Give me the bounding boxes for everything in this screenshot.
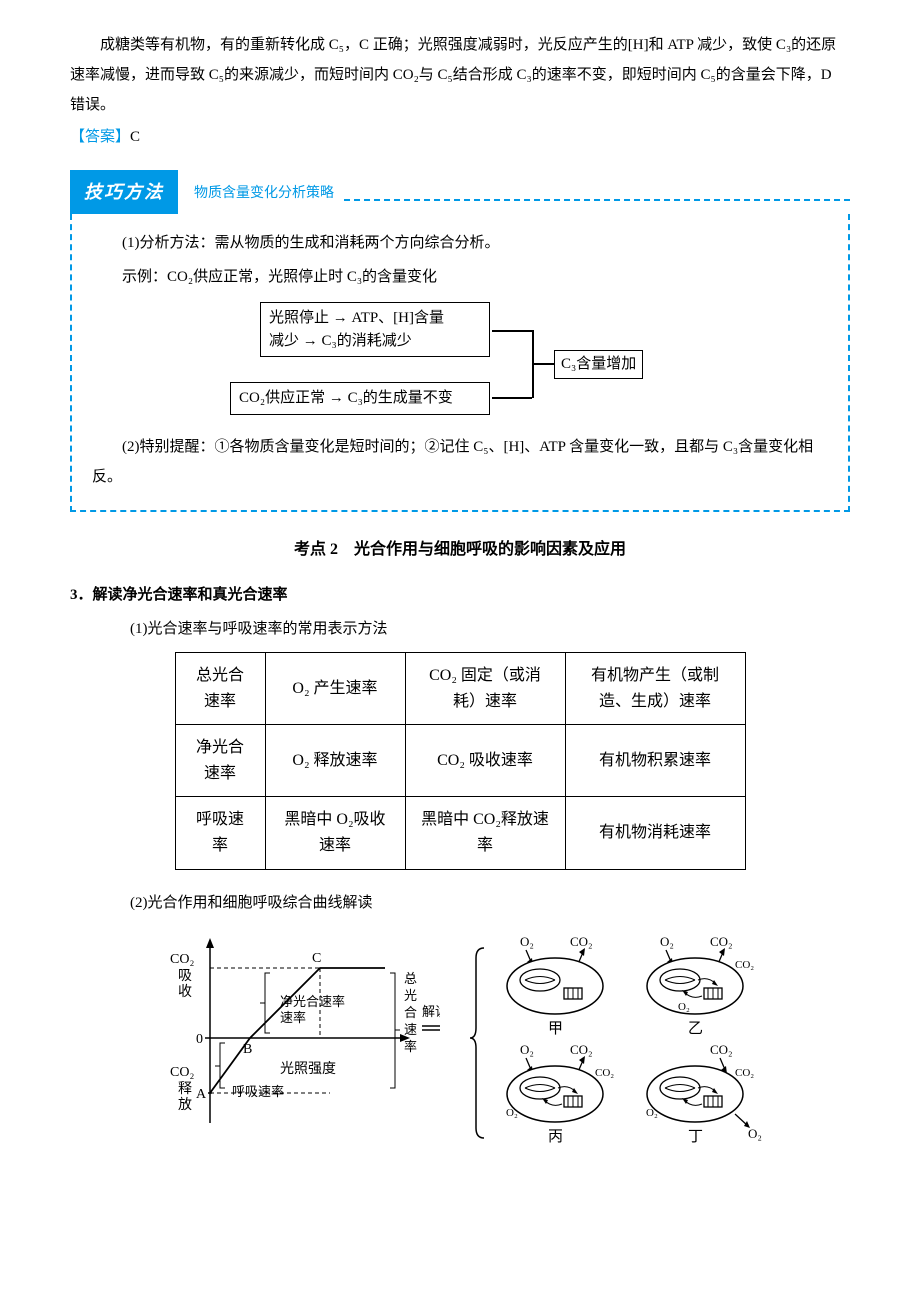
svg-text:率: 率: [404, 1039, 417, 1054]
method-p3: (2)特别提醒：①各物质含量变化是短时间的；②记住 C₅、[H]、ATP 含量变…: [92, 432, 828, 492]
svg-text:CO₂: CO₂: [710, 934, 733, 949]
method-p1: (1)分析方法：需从物质的生成和消耗两个方向综合分析。: [92, 228, 828, 258]
table-cell: O₂ 释放速率: [265, 725, 405, 797]
svg-text:净光合速率: 净光合速率: [280, 994, 345, 1009]
table-cell: 有机物消耗速率: [565, 797, 745, 869]
answer-label: 【答案】: [70, 129, 130, 145]
svg-text:光: 光: [404, 988, 417, 1003]
diagram-box-2: CO₂供应正常 → C₃的生成量不变: [230, 382, 490, 415]
svg-text:总: 总: [404, 971, 417, 986]
svg-text:解读: 解读: [422, 1004, 440, 1019]
y-label-top: CO₂: [170, 952, 194, 967]
svg-text:CO₂: CO₂: [710, 1042, 733, 1057]
method-tag: 技巧方法: [70, 170, 178, 214]
svg-text:O₂: O₂: [660, 934, 674, 949]
svg-text:O₂: O₂: [520, 1042, 534, 1057]
method-p2: 示例：CO₂供应正常，光照停止时 C₃的含量变化: [92, 262, 828, 292]
chart-area: CO₂ 吸 收 CO₂ 释 放 0 A B C 净光合速率 速率 光照强度 呼吸…: [70, 928, 850, 1148]
table-cell: 有机物积累速率: [565, 725, 745, 797]
cell-diagrams: O₂ CO₂ 甲 O₂ CO₂: [470, 928, 770, 1148]
table-cell: O₂ 产生速率: [265, 653, 405, 725]
svg-text:光照强度: 光照强度: [280, 1061, 336, 1077]
table-cell: CO₂ 吸收速率: [405, 725, 565, 797]
table-cell: CO₂ 固定（或消耗）速率: [405, 653, 565, 725]
svg-text:O₂: O₂: [520, 934, 534, 949]
svg-text:放: 放: [178, 1097, 192, 1113]
heading-3: 3．解读净光合速率和真光合速率: [70, 580, 850, 610]
answer-line: 【答案】C: [70, 122, 850, 152]
table-cell: 净光合速率: [175, 725, 265, 797]
intro-paragraph: 成糖类等有机物，有的重新转化成 C₅，C 正确；光照强度减弱时，光反应产生的[H…: [70, 30, 850, 120]
svg-text:吸: 吸: [178, 969, 192, 984]
table-cell: 有机物产生（或制造、生成）速率: [565, 653, 745, 725]
svg-text:O₂: O₂: [646, 1107, 658, 1119]
svg-text:O₂: O₂: [506, 1107, 518, 1119]
table-row: 呼吸速率黑暗中 O₂吸收速率黑暗中 CO₂释放速率有机物消耗速率: [175, 797, 745, 869]
sub-1: (1)光合速率与呼吸速率的常用表示方法: [100, 614, 850, 644]
svg-text:CO₂: CO₂: [735, 1067, 754, 1079]
svg-text:速: 速: [404, 1022, 417, 1037]
diagram-result: C₃含量增加: [554, 350, 643, 379]
y-label-bot: CO₂: [170, 1065, 194, 1080]
sub-2: (2)光合作用和细胞呼吸综合曲线解读: [100, 888, 850, 918]
svg-text:呼吸速率: 呼吸速率: [232, 1084, 284, 1099]
svg-text:0: 0: [196, 1032, 203, 1047]
table-cell: 黑暗中 O₂吸收速率: [265, 797, 405, 869]
cell-ding: CO₂ CO₂ O₂ O₂ 丁: [646, 1042, 762, 1145]
svg-text:释: 释: [178, 1081, 192, 1097]
cell-jia: O₂ CO₂ 甲: [507, 934, 603, 1037]
svg-text:A: A: [196, 1087, 207, 1102]
table-cell: 黑暗中 CO₂释放速率: [405, 797, 565, 869]
svg-text:速率: 速率: [280, 1010, 306, 1025]
method-box: (1)分析方法：需从物质的生成和消耗两个方向综合分析。 示例：CO₂供应正常，光…: [70, 214, 850, 512]
cell-bing: O₂ CO₂ CO₂ O₂ 丙: [506, 1042, 614, 1145]
svg-text:丁: 丁: [688, 1129, 703, 1145]
method-banner: 技巧方法 物质含量变化分析策略: [70, 170, 850, 214]
svg-text:乙: 乙: [688, 1021, 703, 1037]
svg-text:CO₂: CO₂: [735, 959, 754, 971]
table-row: 总光合速率O₂ 产生速率CO₂ 固定（或消耗）速率有机物产生（或制造、生成）速率: [175, 653, 745, 725]
topic-title: 考点 2 光合作用与细胞呼吸的影响因素及应用: [70, 534, 850, 566]
method-subtitle: 物质含量变化分析策略: [178, 178, 334, 206]
table-row: 净光合速率O₂ 释放速率CO₂ 吸收速率有机物积累速率: [175, 725, 745, 797]
svg-text:收: 收: [178, 984, 192, 1000]
svg-text:CO₂: CO₂: [595, 1067, 614, 1079]
table-cell: 呼吸速率: [175, 797, 265, 869]
svg-text:合: 合: [404, 1005, 417, 1020]
svg-text:O₂: O₂: [678, 1001, 690, 1013]
table-cell: 总光合速率: [175, 653, 265, 725]
svg-text:甲: 甲: [548, 1021, 563, 1037]
diagram-box-1: 光照停止 → ATP、[H]含量 减少 → C₃的消耗减少: [260, 302, 490, 357]
svg-text:CO₂: CO₂: [570, 1042, 593, 1057]
svg-text:C: C: [312, 951, 321, 966]
svg-text:O₂: O₂: [748, 1126, 762, 1141]
line-chart: CO₂ 吸 收 CO₂ 释 放 0 A B C 净光合速率 速率 光照强度 呼吸…: [150, 928, 440, 1148]
rate-table: 总光合速率O₂ 产生速率CO₂ 固定（或消耗）速率有机物产生（或制造、生成）速率…: [175, 652, 746, 870]
cell-yi: O₂ CO₂ CO₂ O₂ 乙: [647, 934, 754, 1037]
answer-value: C: [130, 129, 140, 145]
svg-text:CO₂: CO₂: [570, 934, 593, 949]
flow-diagram: 光照停止 → ATP、[H]含量 减少 → C₃的消耗减少 CO₂供应正常 → …: [210, 302, 710, 422]
svg-text:丙: 丙: [548, 1129, 563, 1145]
dash-line: [344, 199, 850, 201]
